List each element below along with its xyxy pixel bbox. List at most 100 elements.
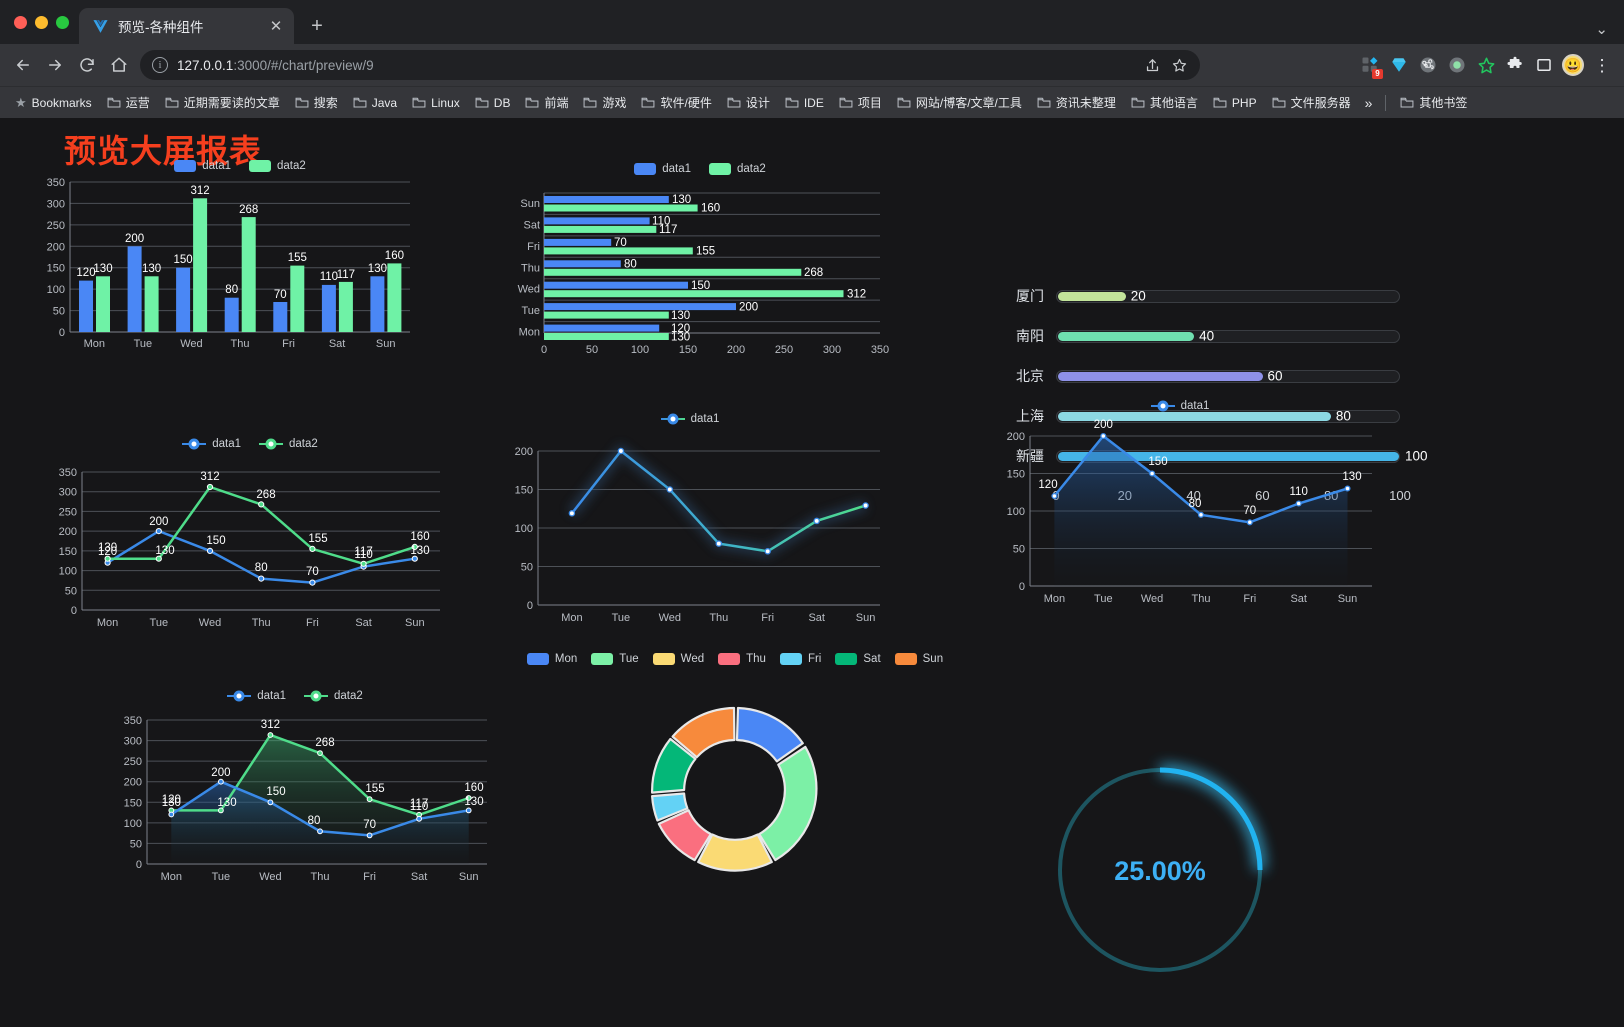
command-extension-icon[interactable] bbox=[1414, 51, 1442, 79]
legend-item-data2[interactable]: data2 bbox=[304, 690, 363, 702]
legend-item-sat[interactable]: Sat bbox=[835, 653, 881, 665]
chevron-down-icon[interactable]: ⌄ bbox=[1595, 21, 1608, 38]
dashboard-page: 预览大屏报表 data1 data2 bbox=[0, 118, 1624, 1027]
bookmark-folder[interactable]: 资讯未整理 bbox=[1030, 91, 1123, 114]
reload-button[interactable] bbox=[72, 50, 102, 80]
legend-item-data2[interactable]: data2 bbox=[249, 160, 306, 172]
new-tab-button[interactable]: + bbox=[311, 14, 323, 37]
progress-label: 厦门 bbox=[1016, 288, 1044, 304]
svg-text:70: 70 bbox=[1243, 505, 1256, 517]
svg-text:Wed: Wed bbox=[199, 617, 221, 629]
browser-menu-button[interactable]: ⋮ bbox=[1588, 51, 1616, 79]
points-data1 bbox=[1051, 432, 1351, 526]
bookmark-folder[interactable]: 其他语言 bbox=[1124, 91, 1205, 114]
star-icon[interactable] bbox=[1171, 57, 1188, 74]
close-window-button[interactable] bbox=[14, 15, 27, 29]
browser-tab[interactable]: 预览-各种组件 ✕ bbox=[79, 8, 294, 44]
bookmark-folder[interactable]: DB bbox=[468, 93, 518, 113]
minimize-window-button[interactable] bbox=[35, 15, 48, 29]
sidepanel-icon[interactable] bbox=[1530, 51, 1558, 79]
progress-track[interactable]: 20 bbox=[1056, 289, 1400, 304]
svg-text:70: 70 bbox=[306, 566, 319, 578]
legend-item-fri[interactable]: Fri bbox=[779, 653, 821, 665]
site-info-icon[interactable]: i bbox=[152, 57, 168, 73]
avatar[interactable]: 😃 bbox=[1559, 51, 1587, 79]
bookmark-folder[interactable]: 文件服务器 bbox=[1265, 91, 1358, 114]
donut-slice-fri[interactable] bbox=[651, 792, 689, 822]
bookmark-folder[interactable]: Linux bbox=[405, 93, 467, 113]
bookmark-folder[interactable]: Java bbox=[346, 93, 404, 113]
legend-item-data1[interactable]: data1 bbox=[1150, 400, 1209, 412]
legend-item-data1[interactable]: data1 bbox=[182, 438, 241, 450]
progress-track[interactable]: 40 bbox=[1056, 329, 1400, 344]
progress-row-xiamen: 厦门 20 bbox=[1000, 276, 1400, 316]
maximize-window-button[interactable] bbox=[56, 15, 69, 29]
legend-item-thu[interactable]: Thu bbox=[718, 653, 766, 665]
svg-text:100: 100 bbox=[631, 344, 649, 356]
bookmark-folder[interactable]: 软件/硬件 bbox=[634, 91, 718, 114]
svg-text:110: 110 bbox=[410, 801, 428, 813]
progress-track[interactable]: 100 bbox=[1056, 449, 1428, 464]
progress-value: 100 bbox=[1405, 448, 1428, 464]
bookmark-folder[interactable]: 网站/博客/文章/工具 bbox=[890, 91, 1029, 114]
donut-slice-sun[interactable] bbox=[671, 706, 736, 759]
donut-slice-thu[interactable] bbox=[657, 809, 712, 862]
donut-slice-tue[interactable] bbox=[758, 745, 818, 862]
bookmark-folder[interactable]: 前端 bbox=[518, 91, 575, 114]
legend-item-data1[interactable]: data1 bbox=[174, 160, 231, 172]
bookmark-folder[interactable]: 游戏 bbox=[576, 91, 633, 114]
legend-item-data1[interactable]: data1 bbox=[660, 413, 720, 425]
star-outline-extension-icon[interactable] bbox=[1472, 51, 1500, 79]
share-icon[interactable] bbox=[1144, 57, 1161, 74]
grid-extension-icon[interactable]: 9 bbox=[1356, 51, 1384, 79]
svg-text:70: 70 bbox=[274, 289, 287, 301]
puzzle-extensions-icon[interactable] bbox=[1501, 51, 1529, 79]
diamond-extension-icon[interactable] bbox=[1385, 51, 1413, 79]
bookmarks-overflow-button[interactable]: » bbox=[1364, 94, 1373, 111]
svg-text:Tue: Tue bbox=[521, 305, 540, 317]
progress-track[interactable]: 60 bbox=[1056, 369, 1400, 384]
legend-item-data2[interactable]: data2 bbox=[709, 163, 766, 175]
legend-item-tue[interactable]: Tue bbox=[591, 653, 639, 665]
legend-item-mon[interactable]: Mon bbox=[526, 653, 577, 665]
bookmarks-root[interactable]: ★ Bookmarks bbox=[8, 92, 99, 114]
legend-item-wed[interactable]: Wed bbox=[652, 653, 704, 665]
bookmark-folder[interactable]: 项目 bbox=[832, 91, 889, 114]
bookmark-folder[interactable]: 近期需要读的文章 bbox=[158, 91, 287, 114]
svg-text:100: 100 bbox=[515, 523, 533, 535]
svg-text:350: 350 bbox=[124, 715, 142, 727]
donut-slice-mon[interactable] bbox=[735, 706, 804, 763]
other-bookmarks-folder[interactable]: 其他书签 bbox=[1393, 91, 1474, 114]
donut-slice-sat[interactable] bbox=[650, 737, 697, 794]
bookmark-label: 前端 bbox=[544, 96, 569, 110]
y-tick-labels: 200 150 100 50 0 bbox=[1007, 431, 1025, 593]
progress-row-shanghai: 上海 80 bbox=[1000, 396, 1400, 436]
close-tab-button[interactable]: ✕ bbox=[269, 17, 283, 35]
address-bar[interactable]: i 127.0.0.1:3000/#/chart/preview/9 bbox=[140, 50, 1200, 80]
legend-item-sun[interactable]: Sun bbox=[894, 653, 943, 665]
svg-text:Thu: Thu bbox=[521, 262, 540, 274]
legend-label: Tue bbox=[619, 653, 639, 665]
circle-extension-icon[interactable] bbox=[1443, 51, 1471, 79]
forward-button[interactable] bbox=[40, 50, 70, 80]
bookmark-folder[interactable]: 搜索 bbox=[288, 91, 345, 114]
bookmark-folder[interactable]: IDE bbox=[778, 93, 831, 113]
legend-item-data1[interactable]: data1 bbox=[227, 690, 286, 702]
legend-label: data1 bbox=[690, 413, 720, 425]
bookmark-folder[interactable]: 运营 bbox=[100, 91, 157, 114]
back-button[interactable] bbox=[8, 50, 38, 80]
progress-track[interactable]: 80 bbox=[1056, 409, 1400, 424]
legend-item-data1[interactable]: data1 bbox=[634, 163, 691, 175]
y-gridlines bbox=[82, 471, 440, 591]
svg-text:117: 117 bbox=[337, 269, 355, 281]
donut-slice-wed[interactable] bbox=[697, 833, 773, 872]
bookmark-folder[interactable]: 设计 bbox=[720, 91, 777, 114]
svg-text:300: 300 bbox=[47, 198, 65, 210]
svg-text:150: 150 bbox=[679, 344, 697, 356]
home-button[interactable] bbox=[104, 50, 134, 80]
bookmark-folder[interactable]: PHP bbox=[1206, 93, 1264, 113]
legend-item-data2[interactable]: data2 bbox=[259, 438, 318, 450]
url-text: 127.0.0.1:3000/#/chart/preview/9 bbox=[177, 58, 374, 73]
svg-text:Sat: Sat bbox=[329, 338, 346, 350]
svg-text:150: 150 bbox=[174, 254, 193, 266]
